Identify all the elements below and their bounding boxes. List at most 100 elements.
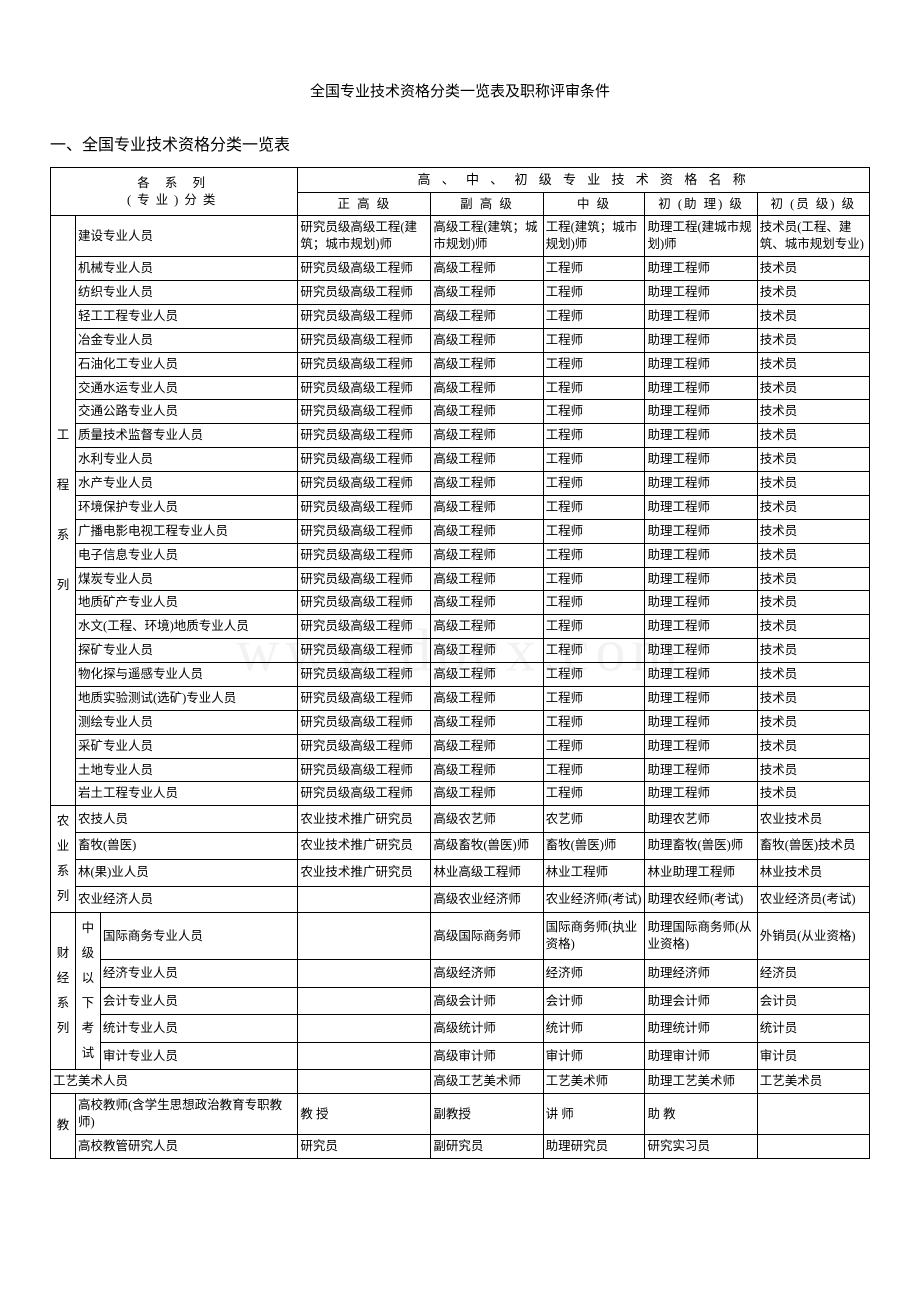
table-cell: 工程师: [543, 615, 645, 639]
table-cell: 高级工程师: [431, 758, 543, 782]
table-cell: 技术员: [757, 615, 869, 639]
table-cell: 统计专业人员: [100, 1015, 297, 1043]
table-cell: 质量技术监督专业人员: [75, 424, 297, 448]
table-cell: 环境保护专业人员: [75, 495, 297, 519]
table-cell: 助理经济师: [645, 960, 757, 988]
table-row: 会计专业人员高级会计师会计师助理会计师会计员: [51, 987, 870, 1015]
table-row: 纺织专业人员研究员级高级工程师高级工程师工程师助理工程师技术员: [51, 281, 870, 305]
table-cell: 助理农艺师: [645, 806, 757, 833]
table-cell: 畜牧(兽医)技术员: [757, 833, 869, 860]
table-row: 审计专业人员高级审计师审计师助理审计师审计员: [51, 1042, 870, 1070]
table-row: 高校教管研究人员研究员副研究员助理研究员研究实习员: [51, 1134, 870, 1158]
table-cell: 高级工程师: [431, 639, 543, 663]
table-cell: 工程师: [543, 281, 645, 305]
table-cell: 助理统计师: [645, 1015, 757, 1043]
table-cell: 研究员级高级工程师: [298, 424, 431, 448]
table-row: 统计专业人员高级统计师统计师助理统计师统计员: [51, 1015, 870, 1043]
table-cell: 高级工程师: [431, 782, 543, 806]
table-cell: 测绘专业人员: [75, 710, 297, 734]
table-row: 煤炭专业人员研究员级高级工程师高级工程师工程师助理工程师技术员: [51, 567, 870, 591]
table-cell: 物化探与遥感专业人员: [75, 663, 297, 687]
table-cell: 技术员: [757, 472, 869, 496]
table-cell: 技术员: [757, 663, 869, 687]
table-cell: 交通公路专业人员: [75, 400, 297, 424]
table-cell: 高级会计师: [431, 987, 543, 1015]
table-row: 岩土工程专业人员研究员级高级工程师高级工程师工程师助理工程师技术员: [51, 782, 870, 806]
table-cell: 研究员级高级工程师: [298, 328, 431, 352]
table-cell: 会计师: [543, 987, 645, 1015]
table-cell: 高级工程师: [431, 257, 543, 281]
table-cell: 高级工程师: [431, 400, 543, 424]
table-cell: 石油化工专业人员: [75, 352, 297, 376]
table-cell: 高级工程师: [431, 352, 543, 376]
table-cell: 助理审计师: [645, 1042, 757, 1070]
table-cell: 助理工程师: [645, 495, 757, 519]
table-cell: 畜牧(兽医)师: [543, 833, 645, 860]
table-cell: 工程师: [543, 519, 645, 543]
table-cell: 研究员级高级工程师: [298, 400, 431, 424]
table-cell: 研究员级高级工程师: [298, 686, 431, 710]
table-cell: 高级工程师: [431, 495, 543, 519]
table-cell: 高级经济师: [431, 960, 543, 988]
table-cell: 农技人员: [75, 806, 297, 833]
table-cell: 工程师: [543, 472, 645, 496]
table-cell: 助理工程师: [645, 615, 757, 639]
table-cell: 统计师: [543, 1015, 645, 1043]
table-cell: 助 教: [645, 1094, 757, 1135]
table-cell: 工程(建筑；城市规划)师: [543, 216, 645, 257]
table-cell: 助理工程(建城市规划)师: [645, 216, 757, 257]
table-cell: 技术员: [757, 686, 869, 710]
table-cell: 技术员: [757, 376, 869, 400]
table-row: 地质矿产专业人员研究员级高级工程师高级工程师工程师助理工程师技术员: [51, 591, 870, 615]
subgroup-label: 中 级 以 下 考 试: [75, 913, 100, 1070]
table-cell: 技术员: [757, 257, 869, 281]
table-cell: 研究员级高级工程师: [298, 448, 431, 472]
table-cell: 研究员级高级工程师: [298, 782, 431, 806]
table-cell: 研究员: [298, 1134, 431, 1158]
header-series: 各 系 列 (专业)分类: [51, 168, 298, 216]
table-row: 电子信息专业人员研究员级高级工程师高级工程师工程师助理工程师技术员: [51, 543, 870, 567]
table-cell: 高级工程师: [431, 328, 543, 352]
table-cell: 审计师: [543, 1042, 645, 1070]
table-row: 交通水运专业人员研究员级高级工程师高级工程师工程师助理工程师技术员: [51, 376, 870, 400]
table-cell: 助理工艺美术师: [645, 1070, 757, 1094]
table-row: 环境保护专业人员研究员级高级工程师高级工程师工程师助理工程师技术员: [51, 495, 870, 519]
table-cell: 林(果)业人员: [75, 859, 297, 886]
table-cell: 电子信息专业人员: [75, 543, 297, 567]
table-cell: 工程师: [543, 686, 645, 710]
table-cell: 建设专业人员: [75, 216, 297, 257]
table-cell: 畜牧(兽医): [75, 833, 297, 860]
table-cell: 研究员级高级工程师: [298, 304, 431, 328]
table-row: 交通公路专业人员研究员级高级工程师高级工程师工程师助理工程师技术员: [51, 400, 870, 424]
header-c1: 正 高 级: [298, 192, 431, 216]
table-cell: 技术员: [757, 495, 869, 519]
table-cell: 高级国际商务师: [431, 913, 543, 960]
table-cell: [298, 960, 431, 988]
table-cell: 研究员级高级工程师: [298, 257, 431, 281]
table-cell: [298, 987, 431, 1015]
table-cell: 讲 师: [543, 1094, 645, 1135]
table-cell: 高级工程师: [431, 591, 543, 615]
table-cell: 林业助理工程师: [645, 859, 757, 886]
table-cell: 煤炭专业人员: [75, 567, 297, 591]
table-row: 农 业 系 列农技人员农业技术推广研究员高级农艺师农艺师助理农艺师农业技术员: [51, 806, 870, 833]
table-row: 水产专业人员研究员级高级工程师高级工程师工程师助理工程师技术员: [51, 472, 870, 496]
table-cell: 广播电影电视工程专业人员: [75, 519, 297, 543]
table-cell: 高级工程师: [431, 543, 543, 567]
table-cell: 工艺美术人员: [51, 1070, 298, 1094]
header-c5: 初 (员 级) 级: [757, 192, 869, 216]
table-row: 财 经 系 列中 级 以 下 考 试国际商务专业人员高级国际商务师国际商务师(执…: [51, 913, 870, 960]
table-cell: 探矿专业人员: [75, 639, 297, 663]
table-cell: 助理国际商务师(从业资格): [645, 913, 757, 960]
group-label: 工 程 系 列: [51, 216, 76, 806]
table-cell: 工程师: [543, 257, 645, 281]
table-row: 机械专业人员研究员级高级工程师高级工程师工程师助理工程师技术员: [51, 257, 870, 281]
table-cell: 副教授: [431, 1094, 543, 1135]
table-cell: 高级工程(建筑；城市规划)师: [431, 216, 543, 257]
table-cell: 土地专业人员: [75, 758, 297, 782]
table-cell: 助理工程师: [645, 758, 757, 782]
table-cell: 工程师: [543, 543, 645, 567]
table-cell: 工程师: [543, 758, 645, 782]
table-cell: 助理工程师: [645, 472, 757, 496]
table-cell: 助理工程师: [645, 400, 757, 424]
